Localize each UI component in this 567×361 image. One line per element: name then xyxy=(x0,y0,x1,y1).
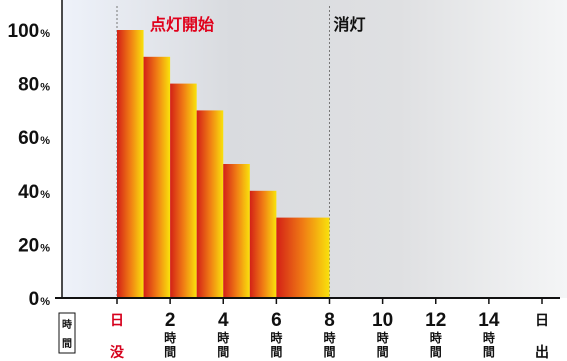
y-tick-value: 100 xyxy=(8,21,40,42)
x-tick-unit-char: 時 xyxy=(483,330,495,345)
y-tick-value: 20 xyxy=(18,235,39,256)
x-tick-unit-char: 時 xyxy=(164,330,176,345)
bar xyxy=(117,30,144,298)
bar xyxy=(223,164,250,298)
bar xyxy=(143,56,171,298)
x-tick-unit: 時間 xyxy=(164,330,176,359)
annotation-label: 点灯開始 xyxy=(150,15,214,34)
y-tick-value: 0 xyxy=(29,289,40,310)
x-tick-unit-char: 間 xyxy=(377,345,389,359)
y-tick-label: 100% xyxy=(8,21,51,42)
x-tick-label: 12 xyxy=(425,310,446,331)
x-tick-label: 6 xyxy=(271,310,282,331)
x-axis-label-box xyxy=(58,312,76,354)
x-tick-unit: 時間 xyxy=(430,330,442,359)
x-axis-label-char: 時 xyxy=(62,318,72,331)
x-axis-label-char: 間 xyxy=(62,338,72,350)
x-tick-label: 14 xyxy=(478,310,500,331)
x-tick-label-char: 没 xyxy=(110,345,125,361)
x-tick-label-char: 日 xyxy=(535,313,549,329)
x-tick-label-char: 出 xyxy=(535,344,549,361)
y-tick-label: 0% xyxy=(29,289,51,310)
x-tick-label: 10 xyxy=(372,310,393,331)
x-tick-label: 日出 xyxy=(535,313,549,361)
y-tick-unit: % xyxy=(40,242,50,254)
x-tick-unit-char: 間 xyxy=(323,345,335,359)
x-tick-unit-char: 間 xyxy=(164,345,176,359)
y-tick-label: 40% xyxy=(18,182,50,203)
y-tick-label: 80% xyxy=(18,75,50,96)
x-tick-unit: 時間 xyxy=(217,330,229,359)
y-tick-unit: % xyxy=(40,135,50,147)
y-tick-value: 60 xyxy=(18,128,39,149)
y-tick-unit: % xyxy=(40,189,50,201)
x-tick-unit: 時間 xyxy=(483,330,495,359)
x-tick-unit-char: 時 xyxy=(430,330,442,345)
x-tick-unit-char: 間 xyxy=(430,345,442,359)
x-axis-label: 時間 xyxy=(62,318,72,350)
x-tick-unit-char: 間 xyxy=(217,345,229,359)
bar xyxy=(196,110,224,299)
x-tick-label-char: 日 xyxy=(110,313,124,329)
y-tick-value: 80 xyxy=(18,75,39,96)
x-tick-label: 日没 xyxy=(110,313,125,361)
x-tick-unit-char: 時 xyxy=(377,330,389,345)
y-tick-label: 20% xyxy=(18,235,50,256)
bar xyxy=(276,217,330,298)
x-tick-unit-char: 間 xyxy=(270,345,282,359)
x-tick-unit: 時間 xyxy=(270,330,282,359)
x-tick-unit-char: 時 xyxy=(323,330,335,345)
x-tick-unit-char: 時 xyxy=(217,330,229,345)
bar xyxy=(249,190,277,298)
x-tick-unit-char: 間 xyxy=(483,345,495,359)
y-tick-unit: % xyxy=(40,296,50,308)
annotation-label: 消灯 xyxy=(334,15,366,34)
x-tick-unit-char: 時 xyxy=(270,330,282,345)
x-tick-unit: 時間 xyxy=(377,330,389,359)
x-tick-label: 2 xyxy=(165,310,176,331)
bar xyxy=(170,83,197,298)
x-tick-label: 8 xyxy=(324,310,335,331)
x-tick-label: 4 xyxy=(218,310,229,331)
x-tick-unit: 時間 xyxy=(323,330,335,359)
y-tick-unit: % xyxy=(40,28,50,40)
y-tick-label: 60% xyxy=(18,128,50,149)
y-tick-unit: % xyxy=(40,82,50,94)
y-tick-value: 40 xyxy=(18,182,39,203)
